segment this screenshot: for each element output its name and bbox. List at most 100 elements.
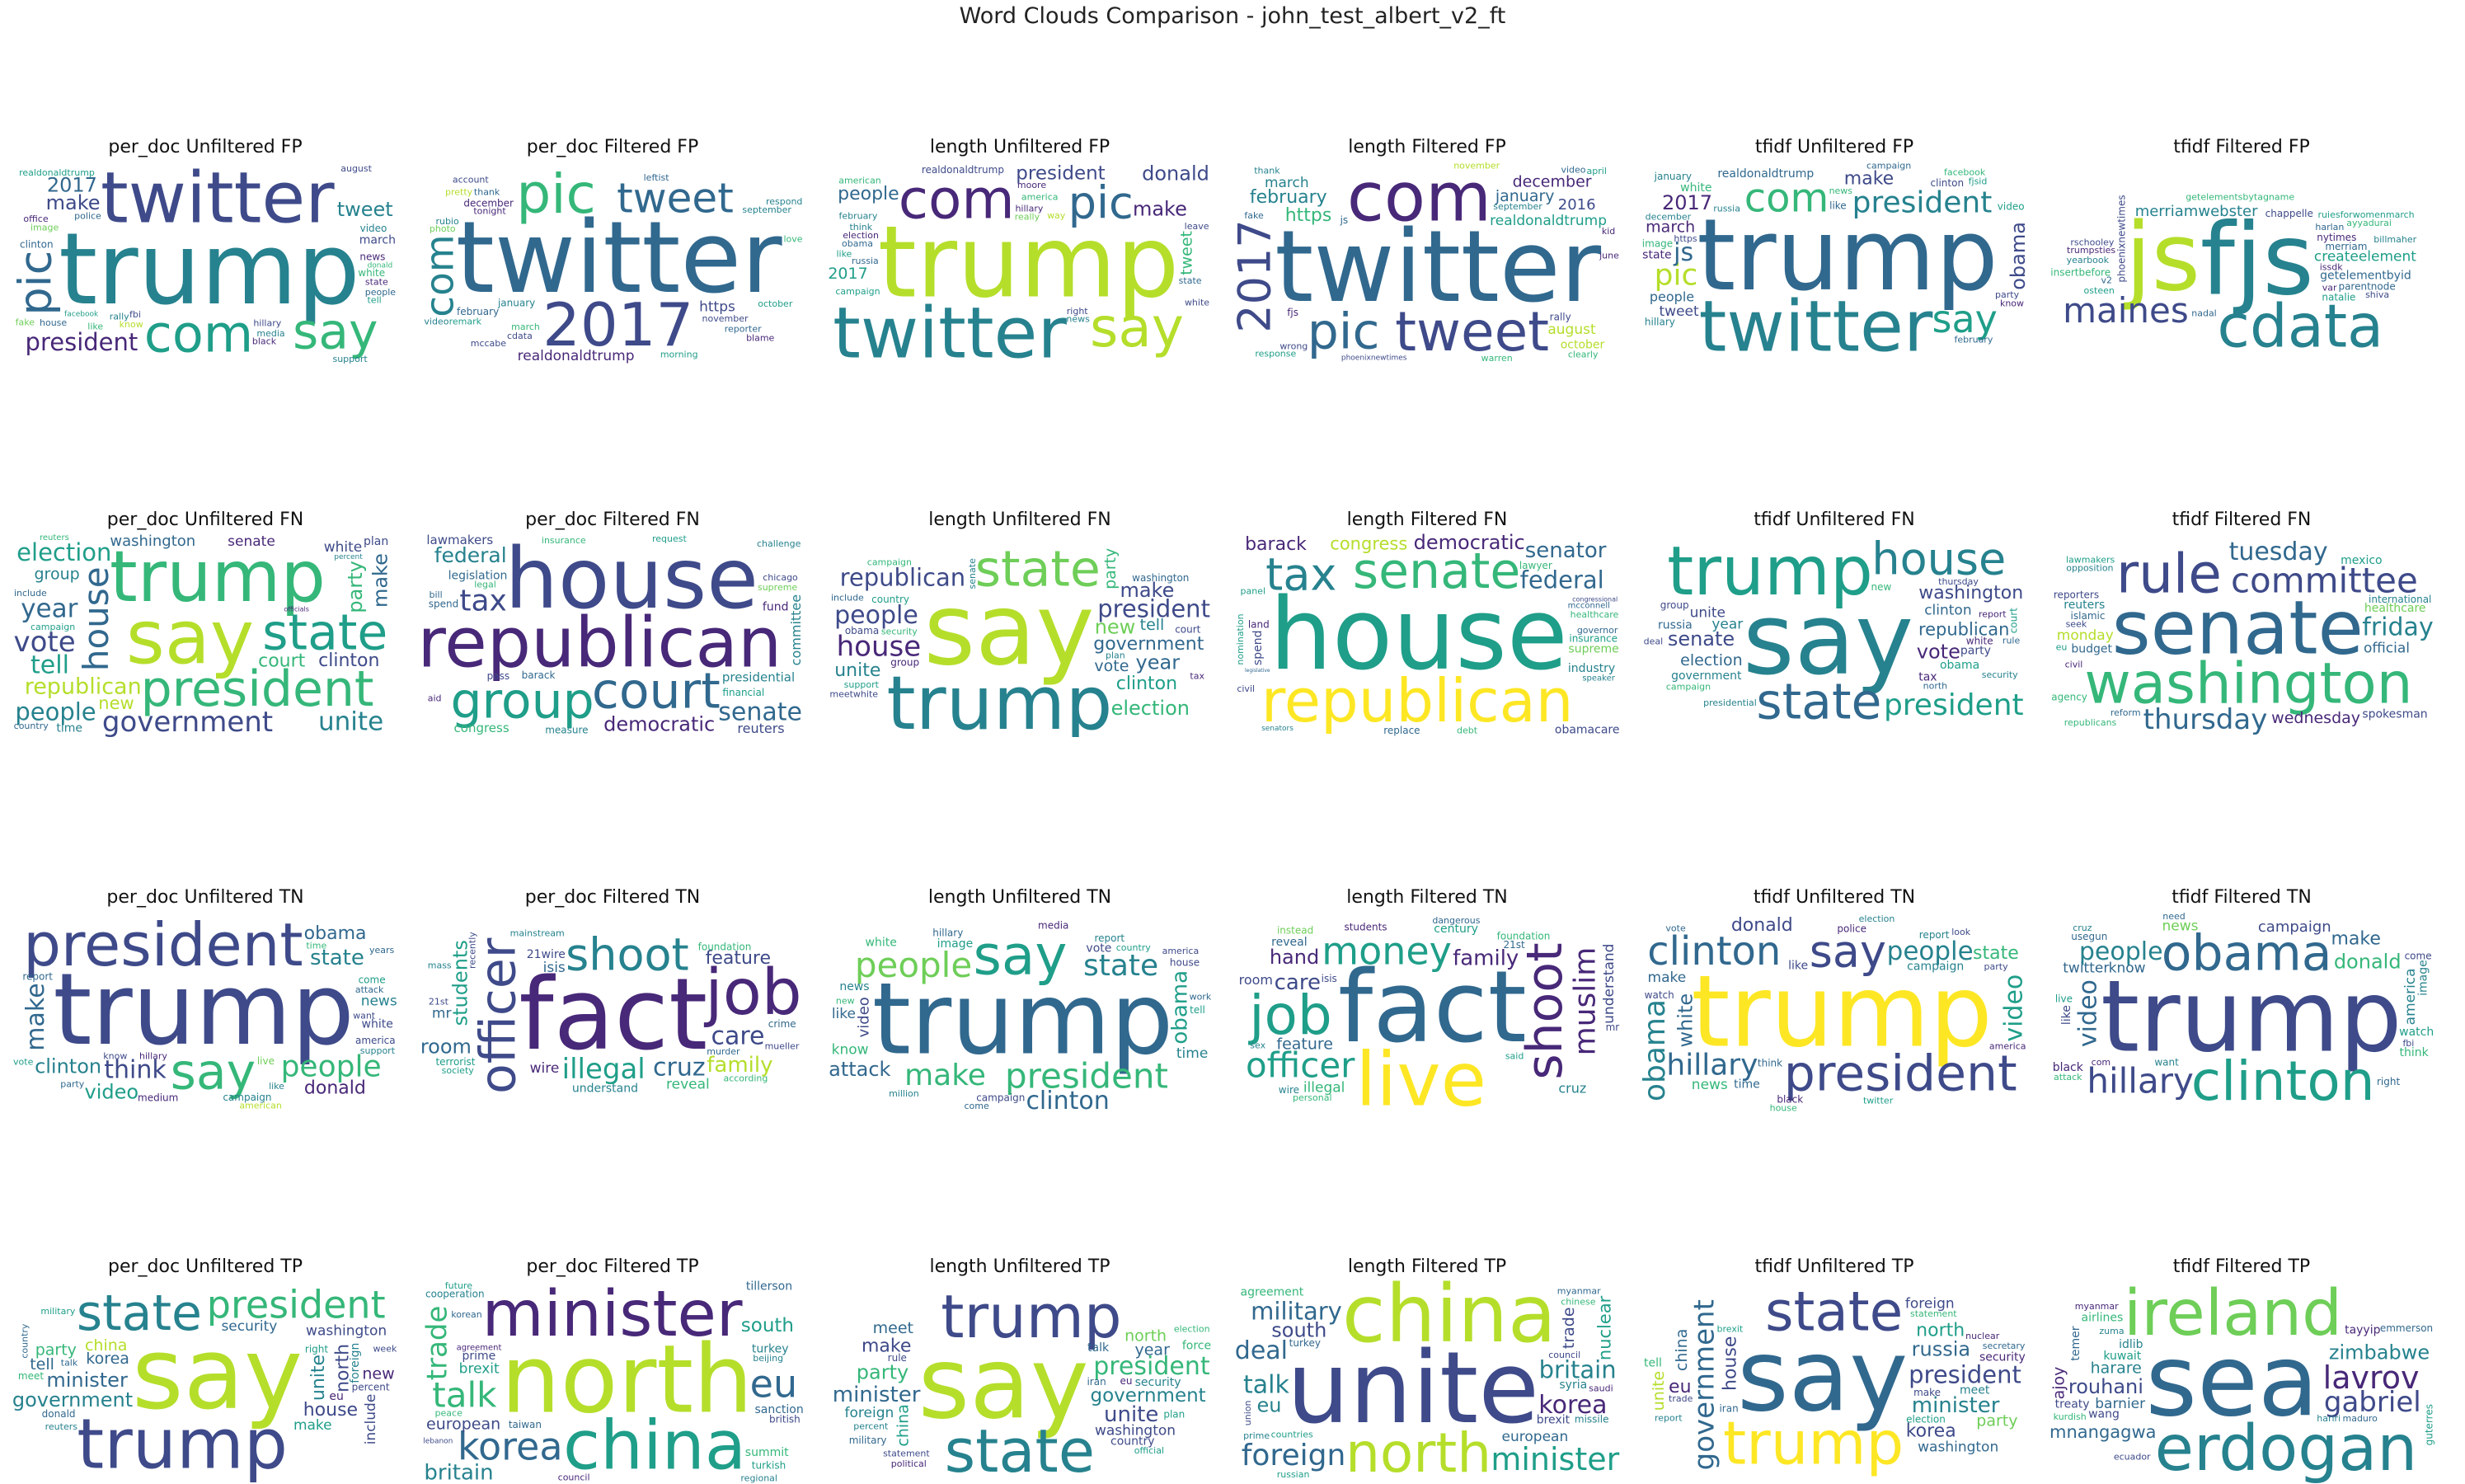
cloud-word: december xyxy=(1513,173,1592,191)
cloud-word: president xyxy=(207,1283,386,1327)
cloud-word: million xyxy=(889,1088,919,1099)
cloud-word: republicans xyxy=(2064,717,2117,728)
cloud-word: eu xyxy=(2056,642,2068,653)
cloud-word: civil xyxy=(1237,683,1255,694)
cloud-word: look xyxy=(1951,927,1971,937)
cloud-word: com xyxy=(2092,1057,2111,1068)
cloud-word: budget xyxy=(2071,642,2112,655)
cloud-word: video xyxy=(2073,979,2102,1047)
cloud-word: isis xyxy=(543,960,566,976)
cloud-word: request xyxy=(652,533,688,544)
cloud-word: https xyxy=(1674,233,1697,244)
cloud-word: panel xyxy=(1241,585,1266,596)
cloud-word: eu xyxy=(329,1390,344,1403)
cloud-word: hillary xyxy=(932,928,963,939)
cloud-word: reuters xyxy=(737,721,784,736)
cloud-word: think xyxy=(2399,1046,2429,1059)
cloud-word: say xyxy=(923,573,1094,688)
word-cloud-panel: tfidf Unfiltered FN say trump state house pre… xyxy=(1641,510,2028,737)
cloud-word: mccabe xyxy=(471,338,507,349)
panel-title: tfidf Filtered FN xyxy=(2172,510,2312,530)
cloud-word: job xyxy=(1247,984,1332,1047)
cloud-word: agreement xyxy=(1241,1285,1304,1298)
figure-title: Word Clouds Comparison - john_test_alber… xyxy=(959,3,1506,29)
word-cloud: say trump president state government republic… xyxy=(12,533,399,737)
cloud-word: tell xyxy=(30,1355,54,1374)
word-cloud-panel: per_doc Filtered FP twitter com 2017 pic twee… xyxy=(419,137,806,364)
cloud-word: say xyxy=(974,924,1068,988)
cloud-word: russia xyxy=(1912,1338,1970,1361)
cloud-word: facebook xyxy=(64,310,99,318)
panel-title: length Filtered TN xyxy=(1346,887,1508,908)
word-cloud-panel: length Unfiltered TN trump say people presid… xyxy=(826,887,1214,1115)
cloud-word: var xyxy=(2322,283,2337,294)
cloud-word: legislation xyxy=(448,570,508,583)
cloud-word: vote xyxy=(1665,923,1686,934)
cloud-word: vote xyxy=(14,626,76,659)
cloud-word: 2017 xyxy=(1662,191,1712,214)
cloud-word: pic xyxy=(1068,176,1134,228)
cloud-word: com xyxy=(1744,176,1829,222)
panel-title: tfidf Filtered TN xyxy=(2172,887,2312,908)
cloud-word: make xyxy=(1648,970,1687,986)
cloud-word: news xyxy=(1066,313,1090,324)
word-cloud-panel: tfidf Filtered TN trump clinton obama hillar… xyxy=(2048,887,2435,1115)
cloud-word: state xyxy=(1973,943,2019,964)
cloud-word: military xyxy=(40,1306,75,1317)
cloud-word: presidential xyxy=(722,669,795,684)
cloud-word: warren xyxy=(1481,353,1513,364)
cloud-word: talk xyxy=(61,1357,78,1368)
cloud-word: image xyxy=(31,222,59,232)
cloud-word: unite xyxy=(308,1355,329,1401)
cloud-word: tell xyxy=(1190,1004,1205,1016)
cloud-word: video xyxy=(1998,200,2025,212)
cloud-word: people xyxy=(1650,289,1694,305)
cloud-word: obama xyxy=(2162,925,2332,983)
cloud-word: insurance xyxy=(1569,633,1618,645)
cloud-word: obama xyxy=(1940,659,1979,672)
cloud-word: news xyxy=(359,251,385,262)
cloud-word: trump xyxy=(53,953,354,1068)
cloud-word: president xyxy=(1005,1056,1168,1097)
cloud-word: trump xyxy=(1667,533,1873,611)
cloud-word: president xyxy=(1097,594,1210,622)
cloud-word: realdonaldtrump xyxy=(518,348,635,364)
cloud-word: democratic xyxy=(1414,533,1525,554)
cloud-word: state xyxy=(365,277,388,288)
cloud-word: nytimes xyxy=(2317,232,2356,243)
cloud-word: taiwan xyxy=(509,1419,542,1430)
word-cloud-panel: per_doc Filtered FN republican house court g… xyxy=(419,510,806,737)
cloud-word: make xyxy=(1120,579,1174,602)
cloud-word: family xyxy=(707,1053,772,1078)
word-cloud-panel: per_doc Unfiltered TP say trump state presid… xyxy=(12,1256,399,1484)
cloud-word: say xyxy=(1090,296,1184,359)
cloud-word: fjs xyxy=(2200,204,2314,318)
cloud-word: october xyxy=(1561,339,1605,352)
cloud-word: attack xyxy=(355,984,384,995)
cloud-word: year xyxy=(1135,1341,1171,1359)
panel-title: length Unfiltered TP xyxy=(929,1256,1110,1277)
cloud-word: fund xyxy=(763,600,789,613)
cloud-word: korea xyxy=(86,1350,129,1368)
cloud-word: like xyxy=(1829,200,1847,211)
cloud-word: republican xyxy=(25,674,142,699)
cloud-word: court xyxy=(592,662,721,720)
cloud-word: createelement xyxy=(2314,249,2416,265)
cloud-word: european xyxy=(426,1416,500,1434)
cloud-word: february xyxy=(457,306,499,317)
cloud-word: house xyxy=(505,533,758,628)
cloud-word: tax xyxy=(459,585,506,618)
cloud-word: zuma xyxy=(2099,1326,2124,1336)
panel-title: per_doc Filtered TP xyxy=(526,1256,699,1277)
cloud-word: election xyxy=(16,538,111,566)
cloud-word: president xyxy=(1016,162,1105,184)
cloud-word: russia xyxy=(852,256,879,266)
cloud-word: media xyxy=(256,328,284,339)
cloud-word: ajoy xyxy=(2050,1367,2068,1400)
cloud-word: rally xyxy=(1550,312,1571,323)
cloud-word: twitter xyxy=(456,201,782,316)
cloud-word: https xyxy=(699,299,735,316)
